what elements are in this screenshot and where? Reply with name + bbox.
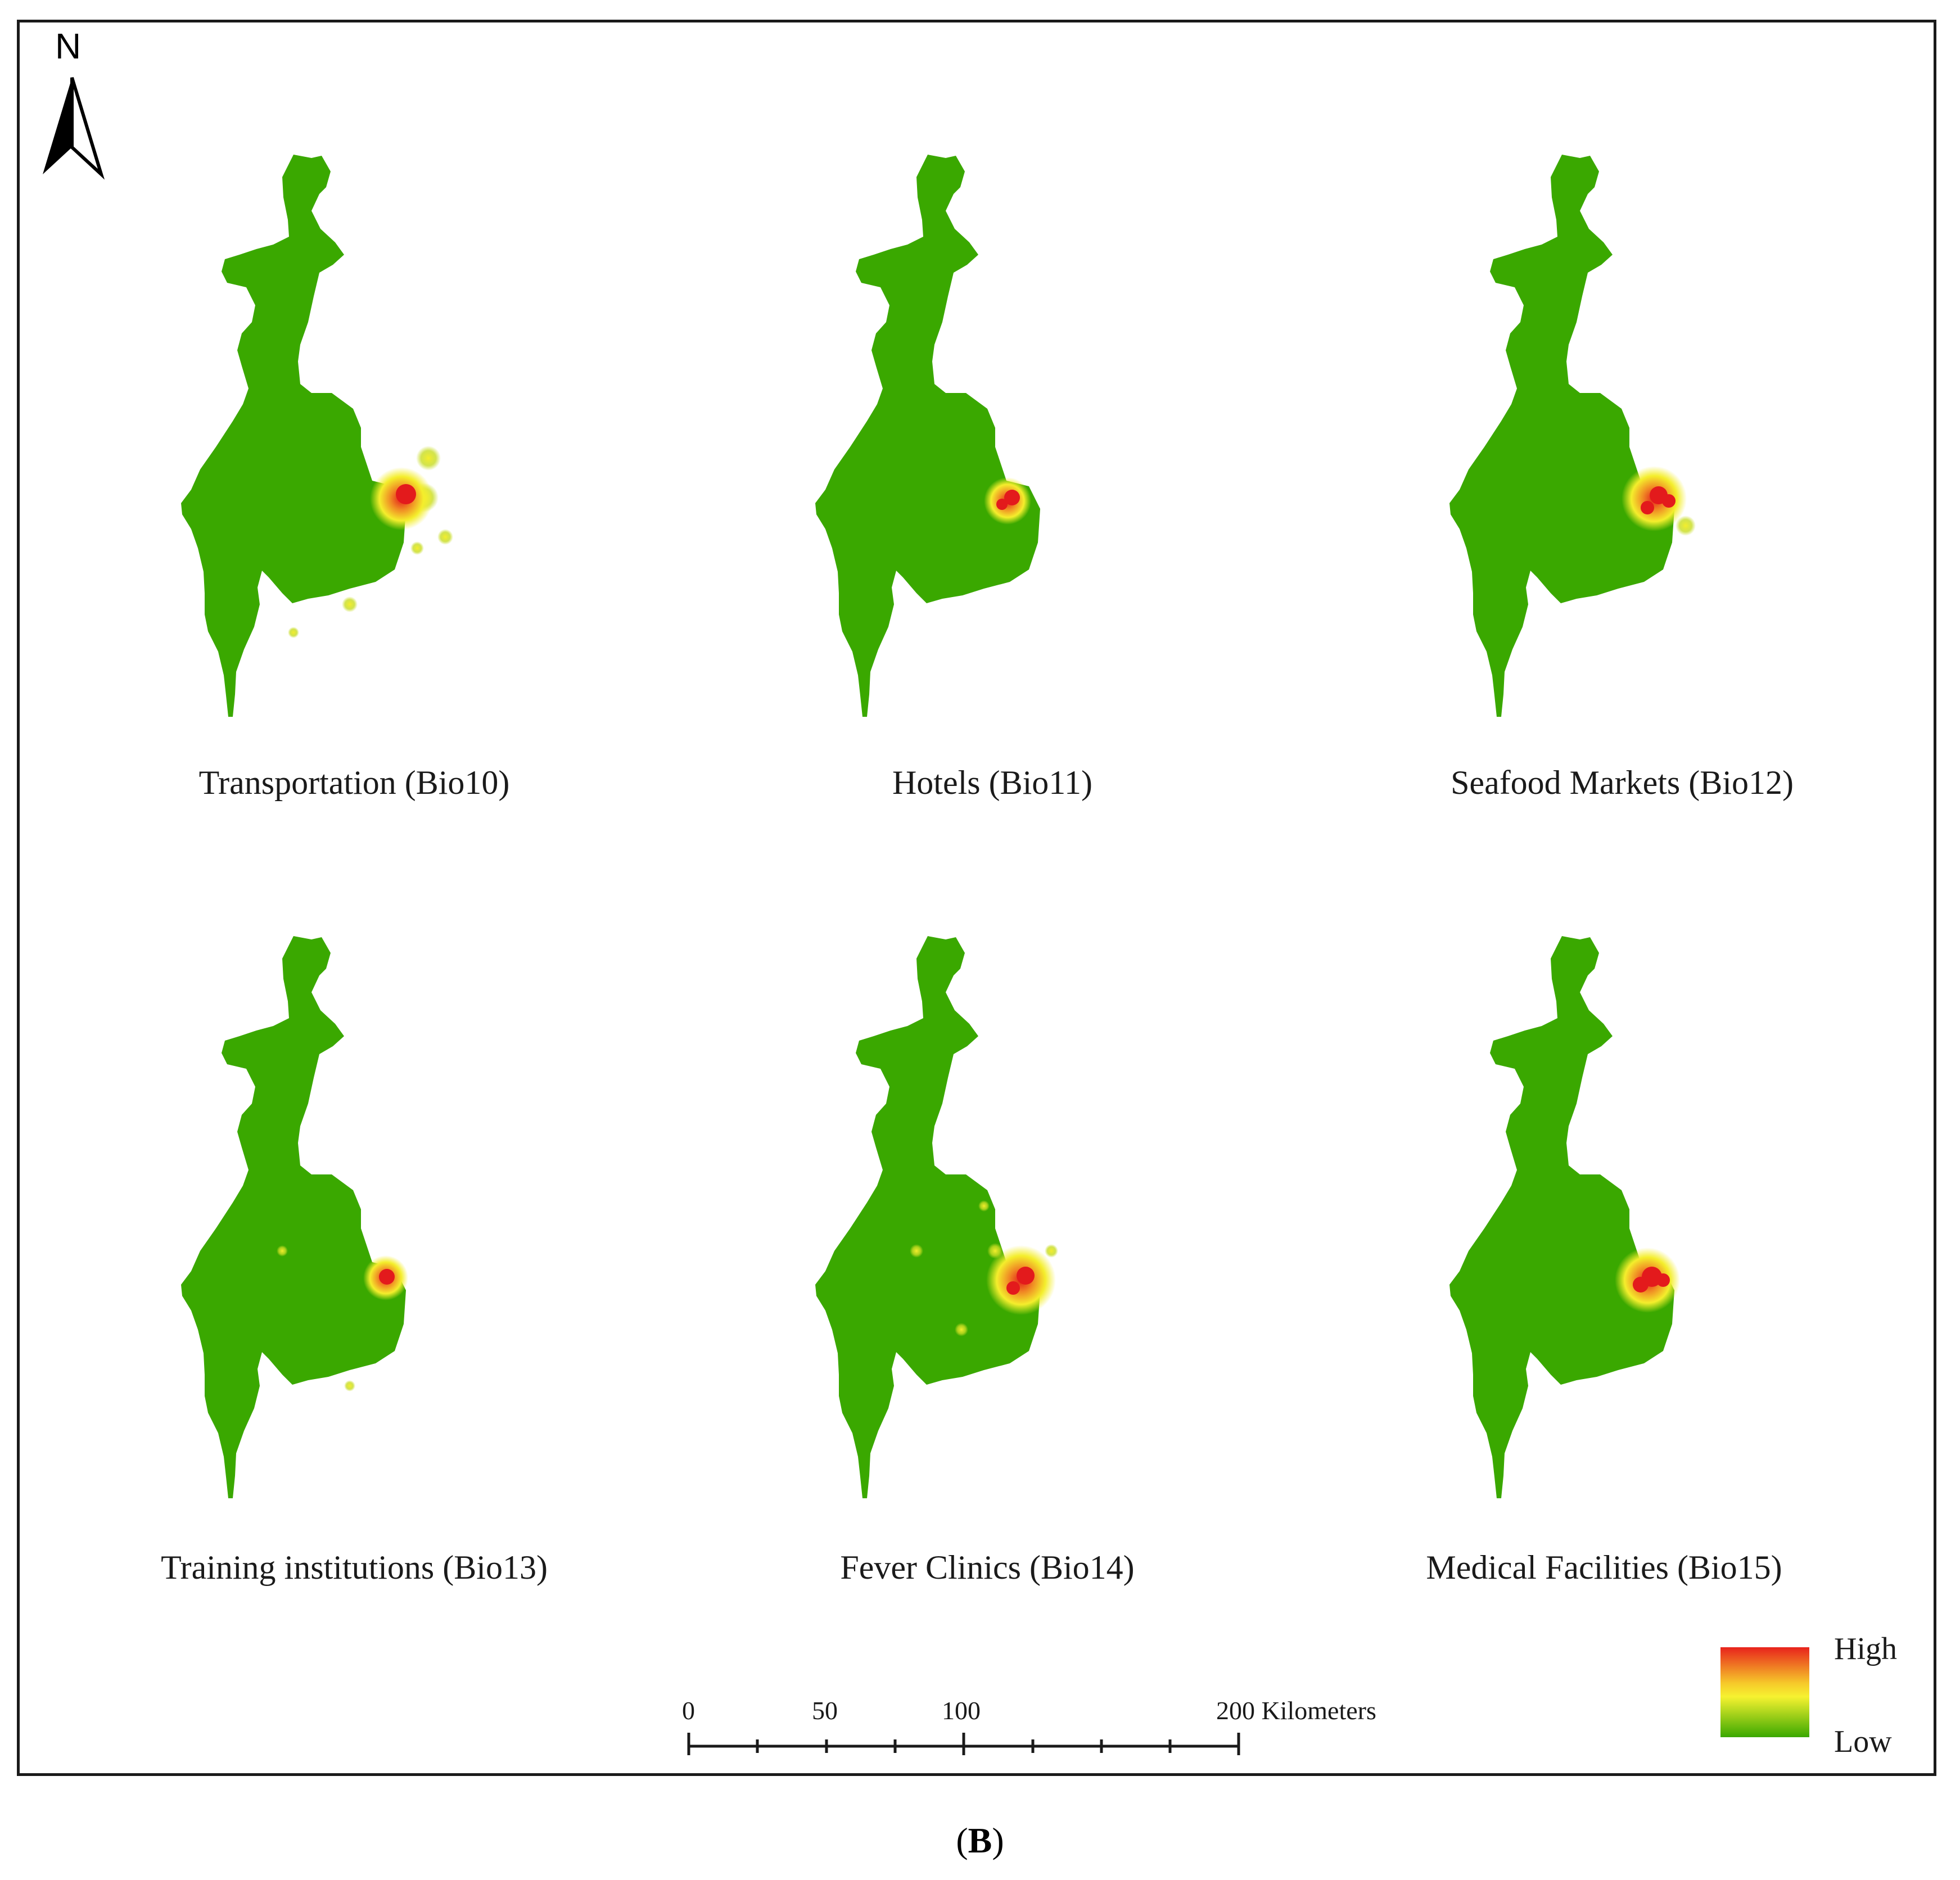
- region-shape: [1449, 936, 1674, 1498]
- region-shape: [1449, 155, 1674, 717]
- panel-map-2: [815, 155, 1040, 717]
- hotspot-3: [1006, 1281, 1020, 1295]
- legend-low-label: Low: [1834, 1724, 1892, 1759]
- hotspot-2: [379, 1269, 395, 1285]
- hotspot-4: [344, 1380, 355, 1391]
- hotspot-3: [277, 1245, 288, 1257]
- legend-high-label: High: [1834, 1632, 1897, 1666]
- hotspot-8: [288, 627, 299, 638]
- region-shape: [815, 936, 1040, 1498]
- hotspot-8: [978, 1200, 990, 1212]
- scale-label-200-kilometers: 200 Kilometers: [1216, 1696, 1376, 1725]
- hotspot-3: [1641, 501, 1654, 514]
- panel-map-5: [815, 936, 1058, 1498]
- hotspot-5: [396, 484, 416, 504]
- hotspot-2: [1017, 1267, 1035, 1285]
- scale-label-100: 100: [942, 1696, 981, 1725]
- hotspot-3: [1633, 1277, 1649, 1292]
- north-label: N: [55, 26, 82, 66]
- region-shape: [181, 936, 406, 1498]
- panel-title-medical-facilities: Medical Facilities (Bio15): [1426, 1549, 1782, 1586]
- panel-map-1: [181, 155, 453, 717]
- hotspot-6: [410, 541, 424, 555]
- hotspot-7: [437, 529, 453, 545]
- panel-title-transportation: Transportation (Bio10): [198, 764, 510, 801]
- panel-map-4: [181, 936, 408, 1498]
- panel-title-hotels: Hotels (Bio11): [892, 764, 1093, 801]
- hotspot-4: [987, 1243, 1003, 1259]
- scale-bar: [687, 1733, 1240, 1755]
- hotspot-2: [416, 446, 441, 471]
- panel-title-fever-clinics: Fever Clinics (Bio14): [840, 1549, 1135, 1586]
- region-shape: [815, 155, 1040, 717]
- panel-title-training-institutions: Training institutions (Bio13): [161, 1549, 548, 1586]
- hotspot-5: [910, 1244, 923, 1258]
- hotspot-2: [1004, 490, 1020, 505]
- hotspot-7: [1045, 1244, 1058, 1258]
- north-arrow-icon: [43, 77, 105, 180]
- hotspot-5: [1676, 516, 1696, 536]
- hotspot-4: [1662, 494, 1676, 508]
- figure-caption: (B): [956, 1820, 1004, 1860]
- hotspot-6: [955, 1323, 968, 1336]
- panel-map-3: [1449, 155, 1696, 717]
- hotspot-3: [996, 499, 1008, 510]
- map-frame: [17, 20, 1936, 1776]
- legend-ramp: [1720, 1647, 1809, 1737]
- hotspot-3: [342, 596, 358, 612]
- panel-map-6: [1449, 936, 1680, 1498]
- scale-label-0: 0: [682, 1696, 695, 1725]
- panel-title-seafood-markets: Seafood Markets (Bio12): [1451, 764, 1794, 801]
- scale-label-50: 50: [812, 1696, 838, 1725]
- hotspot-4: [1656, 1273, 1670, 1287]
